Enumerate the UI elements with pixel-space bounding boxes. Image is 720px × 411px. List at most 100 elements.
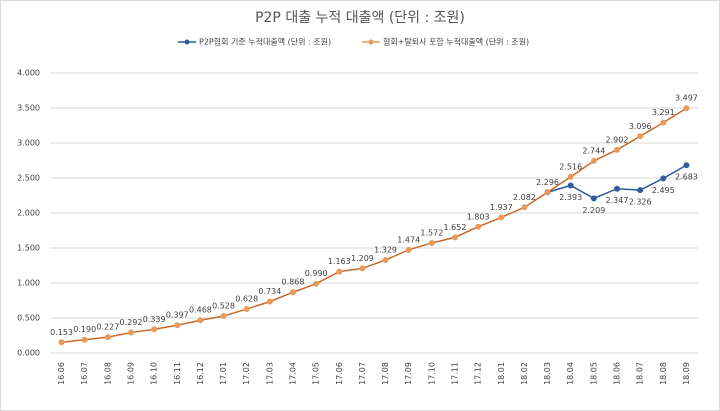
data-label: 0.153 — [50, 328, 73, 337]
data-point — [197, 317, 204, 324]
data-point — [452, 234, 458, 241]
data-label: 0.528 — [212, 302, 235, 311]
data-label: 3.291 — [652, 108, 675, 117]
data-label: 1.329 — [374, 245, 397, 254]
x-tick-label: 18.03 — [543, 362, 552, 385]
data-label: 0.190 — [73, 325, 96, 334]
data-label: 1.652 — [444, 223, 467, 232]
data-label: 1.163 — [328, 257, 351, 266]
x-tick-label: 18.08 — [659, 362, 668, 385]
data-point — [104, 334, 111, 341]
data-point — [544, 189, 551, 196]
data-label: 2.393 — [559, 193, 582, 202]
data-point — [660, 119, 667, 126]
data-point — [590, 157, 597, 164]
data-point — [313, 280, 320, 287]
y-tick-label: 0.000 — [17, 349, 40, 358]
data-point — [521, 204, 528, 211]
x-tick-label: 18.05 — [589, 362, 598, 385]
x-tick-label: 17.08 — [381, 362, 390, 385]
y-tick-label: 1.500 — [17, 244, 40, 253]
y-tick-label: 2.500 — [17, 174, 40, 183]
y-tick-label: 4.000 — [17, 69, 40, 78]
legend-marker — [184, 39, 190, 45]
data-label: 2.495 — [652, 186, 675, 195]
data-point — [683, 105, 690, 112]
data-point — [428, 239, 435, 246]
x-tick-label: 18.07 — [636, 362, 645, 385]
data-label: 0.868 — [282, 278, 305, 287]
x-tick-label: 18.06 — [613, 362, 622, 385]
data-point — [683, 162, 690, 169]
data-point — [475, 223, 482, 230]
data-label: 1.937 — [490, 203, 513, 212]
y-tick-label: 2.000 — [17, 209, 40, 218]
data-label: 2.326 — [629, 198, 652, 207]
x-tick-label: 16.12 — [196, 362, 205, 385]
data-point — [567, 182, 574, 189]
x-tick-label: 18.02 — [520, 362, 529, 385]
data-point — [405, 246, 412, 253]
chart-title: P2P 대출 누적 대출액 (단위 : 조원) — [255, 10, 465, 26]
data-point — [637, 187, 644, 194]
data-label: 3.096 — [629, 122, 652, 131]
data-label: 1.209 — [351, 254, 374, 263]
data-point — [290, 289, 296, 296]
legend-label: 협회+탈퇴사 포함 누적대출액 (단위 : 조원) — [383, 37, 529, 47]
data-label: 3.497 — [675, 94, 698, 103]
data-label: 2.744 — [582, 146, 605, 155]
legend-marker — [368, 39, 374, 45]
x-tick-label: 17.02 — [242, 362, 251, 385]
data-label: 2.347 — [606, 196, 629, 205]
x-tick-label: 16.09 — [127, 362, 136, 385]
x-tick-label: 17.07 — [358, 362, 367, 385]
data-point — [220, 313, 227, 320]
x-tick-label: 18.01 — [497, 362, 506, 385]
x-tick-label: 16.08 — [103, 362, 112, 385]
x-tick-label: 17.04 — [289, 362, 298, 385]
data-point — [614, 185, 620, 192]
x-tick-label: 16.11 — [173, 362, 182, 385]
data-point — [151, 326, 158, 333]
data-label: 0.628 — [235, 295, 258, 304]
x-tick-label: 16.06 — [57, 362, 66, 385]
data-label: 1.474 — [397, 235, 420, 244]
data-label: 2.902 — [606, 135, 629, 144]
legend-label: P2P협회 기준 누적대출액 (단위 : 조원) — [199, 37, 331, 47]
data-label: 2.516 — [559, 162, 582, 171]
y-tick-label: 3.000 — [17, 139, 40, 148]
data-point — [58, 339, 65, 346]
x-tick-label: 17.10 — [427, 362, 436, 385]
x-tick-label: 17.03 — [265, 362, 274, 385]
x-tick-label: 17.09 — [404, 362, 413, 385]
x-tick-label: 17.06 — [335, 362, 344, 385]
data-label: 2.296 — [536, 178, 559, 187]
data-point — [382, 256, 389, 263]
data-point — [498, 214, 505, 221]
data-label: 1.803 — [467, 212, 490, 221]
x-tick-label: 17.12 — [474, 362, 483, 385]
data-point — [336, 268, 343, 275]
x-tick-label: 17.11 — [451, 362, 460, 385]
x-tick-label: 18.04 — [566, 362, 575, 385]
data-label: 0.990 — [305, 269, 328, 278]
data-point — [243, 306, 250, 313]
data-point — [660, 175, 667, 182]
y-tick-label: 0.500 — [17, 314, 40, 323]
y-tick-label: 1.000 — [17, 279, 40, 288]
x-tick-label: 17.01 — [219, 362, 228, 385]
data-point — [359, 265, 366, 272]
x-tick-label: 16.10 — [150, 362, 159, 385]
data-point — [567, 173, 574, 180]
data-label: 0.227 — [96, 323, 119, 332]
data-point — [266, 298, 273, 305]
data-label: 0.397 — [166, 311, 189, 320]
y-tick-label: 3.500 — [17, 104, 40, 113]
data-point — [81, 336, 88, 343]
x-tick-label: 18.09 — [682, 362, 691, 385]
data-label: 0.468 — [189, 306, 212, 315]
data-point — [128, 329, 134, 336]
data-label: 0.339 — [143, 315, 166, 324]
